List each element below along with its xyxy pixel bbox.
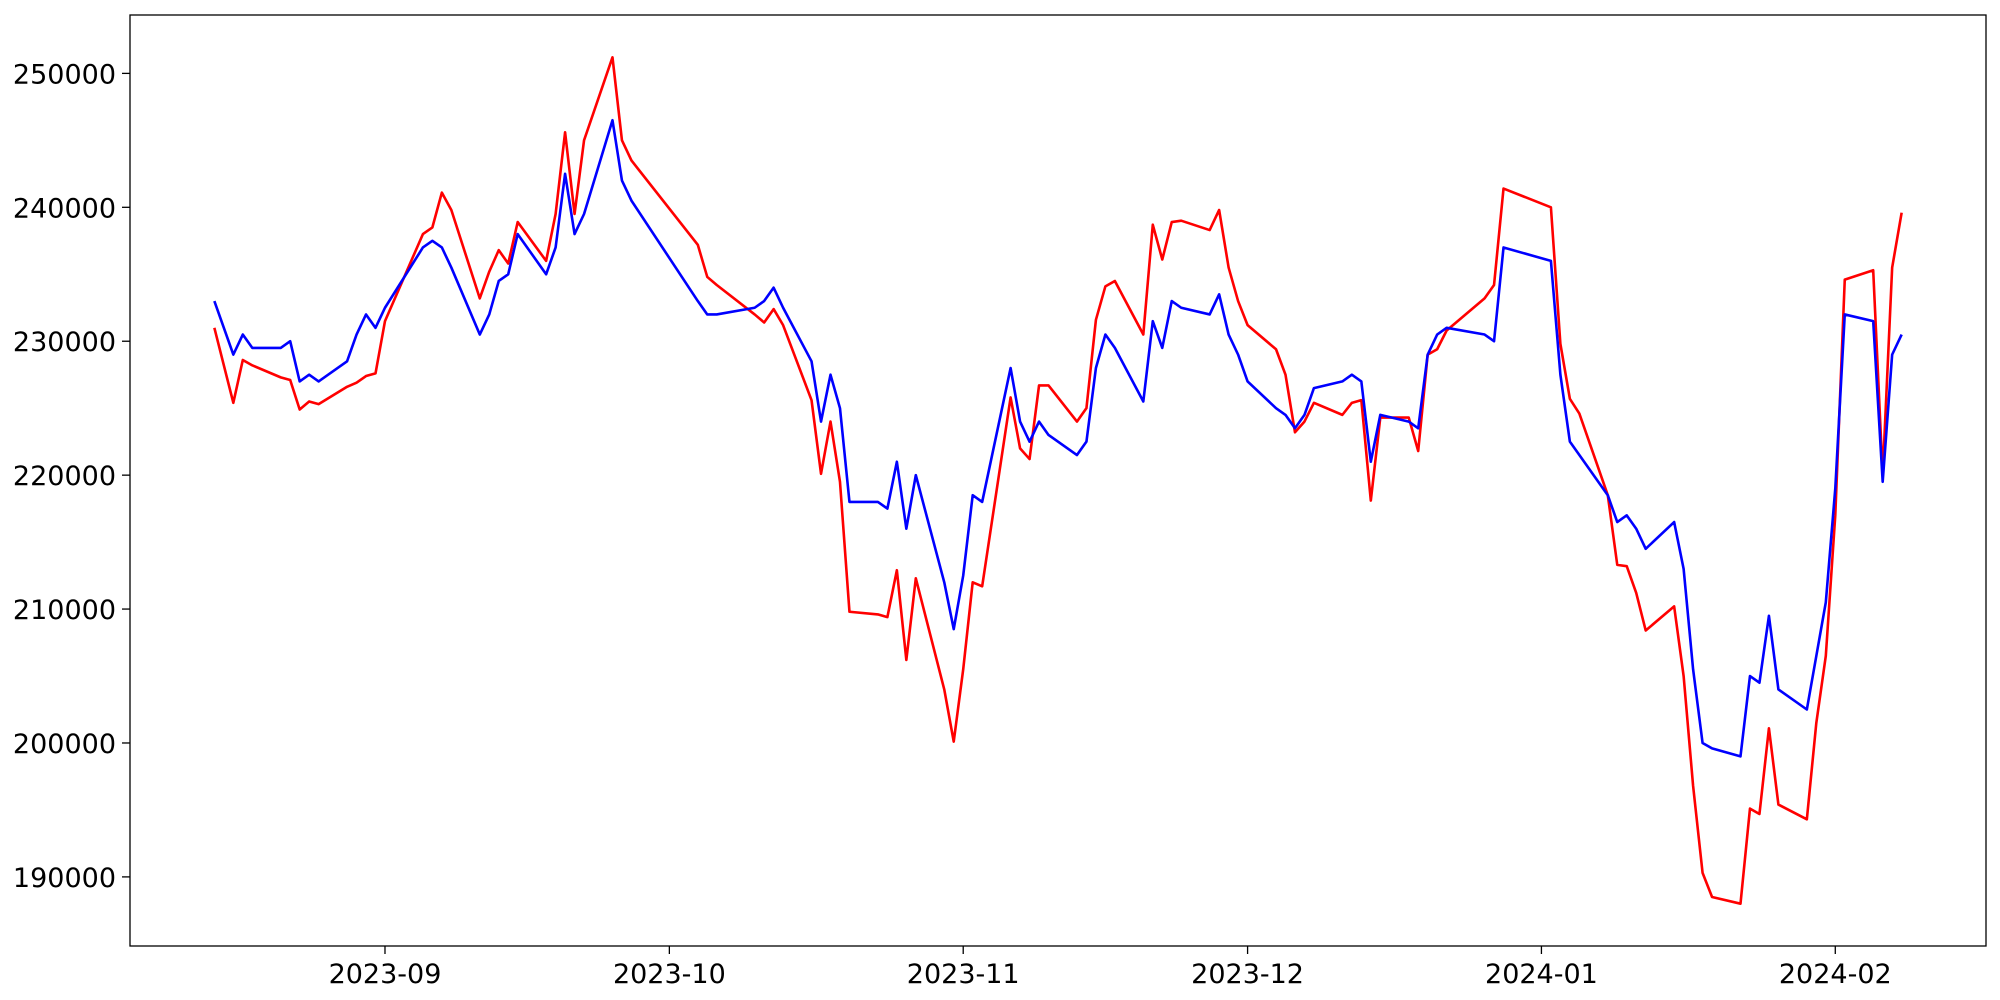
data-line: [213, 118, 1903, 758]
x-tick-label: 2024-01: [1485, 959, 1598, 990]
y-tick-label: 230000: [13, 327, 116, 358]
x-tick-label: 2023-11: [907, 959, 1020, 990]
y-tick-label: 210000: [13, 595, 116, 626]
x-tick-label: 2023-12: [1191, 959, 1304, 990]
y-tick-label: 240000: [13, 193, 116, 224]
y-tick-label: 220000: [13, 461, 116, 492]
plot-frame: [129, 14, 1987, 947]
data-line: [213, 56, 1903, 905]
x-tick-label: 2023-09: [329, 959, 442, 990]
y-tick-label: 250000: [13, 59, 116, 90]
x-tick-label: 2024-02: [1779, 959, 1892, 990]
y-tick-label: 190000: [13, 863, 116, 894]
y-tick-label: 200000: [13, 729, 116, 760]
x-tick-label: 2023-10: [613, 959, 726, 990]
